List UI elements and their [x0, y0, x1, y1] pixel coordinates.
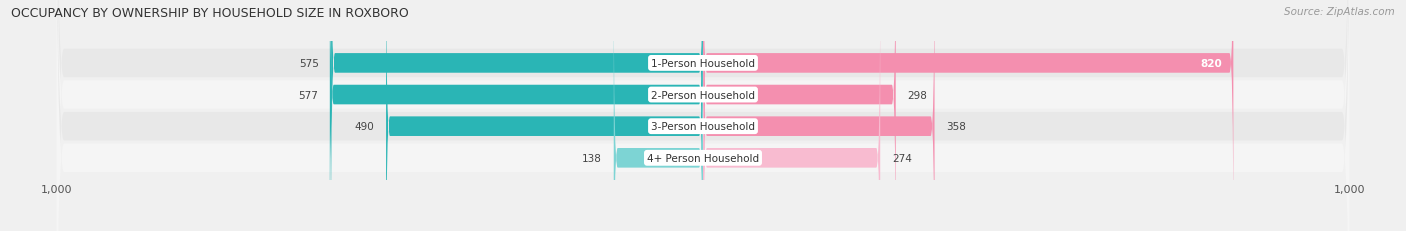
Text: 138: 138 [582, 153, 602, 163]
Text: 358: 358 [946, 122, 966, 132]
FancyBboxPatch shape [330, 0, 703, 231]
Text: OCCUPANCY BY OWNERSHIP BY HOUSEHOLD SIZE IN ROXBORO: OCCUPANCY BY OWNERSHIP BY HOUSEHOLD SIZE… [11, 7, 409, 20]
Text: 3-Person Household: 3-Person Household [651, 122, 755, 132]
FancyBboxPatch shape [387, 0, 703, 231]
Text: 4+ Person Household: 4+ Person Household [647, 153, 759, 163]
Text: 298: 298 [907, 90, 927, 100]
Text: 820: 820 [1199, 59, 1222, 69]
FancyBboxPatch shape [56, 0, 1350, 231]
Text: Source: ZipAtlas.com: Source: ZipAtlas.com [1284, 7, 1395, 17]
FancyBboxPatch shape [614, 0, 703, 231]
FancyBboxPatch shape [332, 0, 703, 231]
FancyBboxPatch shape [56, 0, 1350, 231]
FancyBboxPatch shape [56, 0, 1350, 231]
Text: 274: 274 [891, 153, 911, 163]
FancyBboxPatch shape [703, 0, 935, 231]
Text: 490: 490 [354, 122, 374, 132]
FancyBboxPatch shape [703, 0, 896, 231]
Text: 575: 575 [299, 59, 319, 69]
Text: 577: 577 [298, 90, 318, 100]
FancyBboxPatch shape [56, 0, 1350, 231]
FancyBboxPatch shape [703, 0, 1233, 231]
Text: 2-Person Household: 2-Person Household [651, 90, 755, 100]
FancyBboxPatch shape [703, 0, 880, 231]
Text: 1-Person Household: 1-Person Household [651, 59, 755, 69]
